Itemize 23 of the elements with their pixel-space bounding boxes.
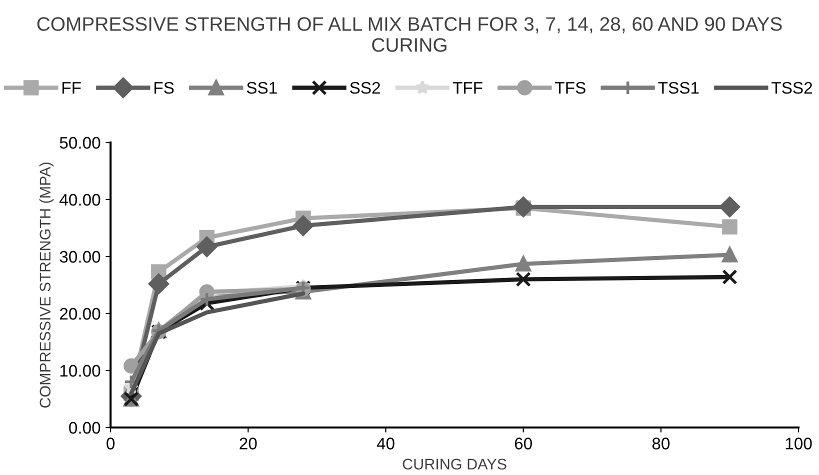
x-tick-label: 40 bbox=[376, 438, 394, 450]
y-tick-label: 50.00 bbox=[60, 136, 100, 149]
legend-label: TFF bbox=[452, 82, 482, 94]
legend-label: SS1 bbox=[246, 82, 277, 94]
x-tick-label: 100 bbox=[786, 438, 812, 450]
legend-label: FF bbox=[62, 82, 81, 94]
legend-label: TSS2 bbox=[772, 82, 812, 94]
chart-title: COMPRESSIVE STRENGTH OF ALL MIX BATCH FOR 3, 7, 14, 28, 60 AND 90 DAYS CURING bbox=[37, 17, 782, 52]
y-axis-title: COMPRESSIVE STRENGTH (MPA) bbox=[39, 162, 54, 408]
legend-label: SS2 bbox=[350, 82, 380, 94]
x-axis-title: CURING DAYS bbox=[402, 458, 506, 470]
y-tick-label: 30.00 bbox=[60, 250, 100, 263]
legend-label: FS bbox=[154, 82, 174, 94]
x-tick-label: 60 bbox=[514, 438, 532, 450]
x-tick-label: 0 bbox=[106, 438, 115, 450]
legend-label: TSS1 bbox=[658, 82, 699, 94]
x-tick-label: 80 bbox=[652, 438, 670, 450]
y-tick-label: 40.00 bbox=[60, 194, 100, 206]
y-tick-label: 20.00 bbox=[60, 308, 100, 320]
x-tick-label: 20 bbox=[240, 438, 257, 450]
y-tick-label: 0.00 bbox=[69, 422, 100, 434]
legend-label: TFS bbox=[555, 82, 586, 94]
y-tick-label: 10.00 bbox=[60, 364, 100, 377]
